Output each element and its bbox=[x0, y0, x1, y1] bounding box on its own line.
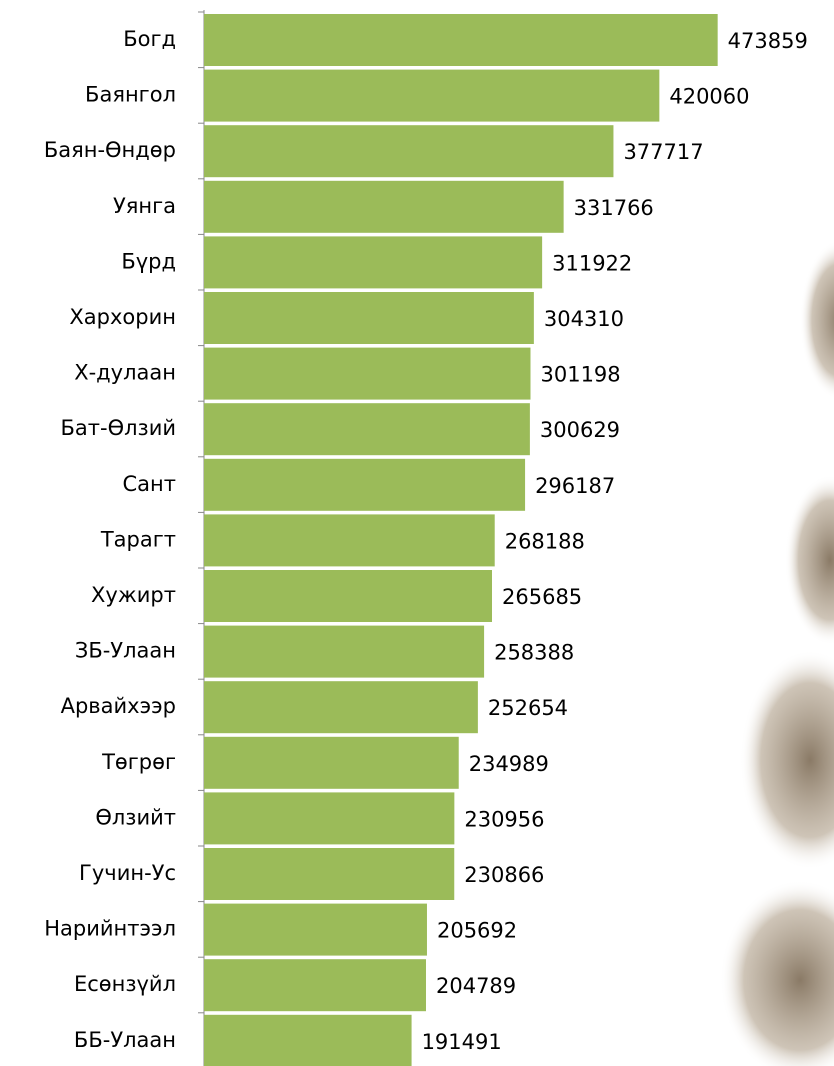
category-label: Хархорин bbox=[69, 305, 176, 329]
category-label: Тарагт bbox=[100, 527, 176, 551]
value-label: 311922 bbox=[552, 251, 632, 275]
chart: Богд 473859 Баянгол 420060 Баян-Өндөр 377717 У… bbox=[0, 0, 834, 1066]
bar bbox=[204, 570, 492, 622]
value-label: 191491 bbox=[422, 1030, 502, 1054]
bar bbox=[204, 292, 534, 344]
category-label: Бат-Өлзий bbox=[61, 416, 177, 440]
value-label: 420060 bbox=[669, 85, 749, 109]
category-label: Х-дулаан bbox=[74, 361, 176, 385]
bar bbox=[204, 514, 495, 566]
background-photos bbox=[720, 240, 834, 1066]
category-label: ББ-Улаан bbox=[74, 1028, 176, 1052]
bar bbox=[204, 626, 484, 678]
category-label: Баянгол bbox=[85, 83, 176, 107]
category-label: ЗБ-Улаан bbox=[75, 639, 176, 663]
category-label: Есөнзүйл bbox=[74, 972, 176, 996]
value-label: 300629 bbox=[540, 418, 620, 442]
bar bbox=[204, 348, 530, 400]
value-label: 252654 bbox=[488, 696, 568, 720]
value-label: 296187 bbox=[535, 474, 615, 498]
value-label: 265685 bbox=[502, 585, 582, 609]
bar bbox=[204, 681, 478, 733]
bar bbox=[204, 125, 613, 177]
bar bbox=[204, 403, 530, 455]
value-label: 234989 bbox=[469, 752, 549, 776]
category-label: Богд bbox=[123, 27, 176, 51]
bar bbox=[204, 181, 564, 233]
value-label: 204789 bbox=[436, 974, 516, 998]
value-label: 230956 bbox=[464, 807, 544, 831]
category-label: Бүрд bbox=[121, 249, 176, 273]
bar bbox=[204, 848, 454, 900]
value-label: 377717 bbox=[623, 140, 703, 164]
value-label: 205692 bbox=[437, 919, 517, 943]
category-label: Гучин-Ус bbox=[79, 861, 176, 885]
value-label: 301198 bbox=[540, 363, 620, 387]
bar bbox=[204, 14, 718, 66]
category-label: Нарийнтээл bbox=[44, 917, 176, 941]
bar bbox=[204, 236, 542, 288]
value-label: 268188 bbox=[505, 529, 585, 553]
category-label: Өлзийт bbox=[95, 805, 176, 829]
value-label: 304310 bbox=[544, 307, 624, 331]
bar bbox=[204, 737, 459, 789]
bar bbox=[204, 792, 454, 844]
value-label: 230866 bbox=[464, 863, 544, 887]
value-label: 473859 bbox=[728, 29, 808, 53]
bar bbox=[204, 459, 525, 511]
value-label: 331766 bbox=[574, 196, 654, 220]
category-label: Уянга bbox=[113, 194, 176, 218]
category-label: Арвайхээр bbox=[61, 694, 176, 718]
bar bbox=[204, 1015, 412, 1066]
category-label: Баян-Өндөр bbox=[44, 138, 176, 162]
category-label: Сант bbox=[123, 472, 177, 496]
bar bbox=[204, 959, 426, 1011]
value-label: 258388 bbox=[494, 641, 574, 665]
category-label: Хужирт bbox=[91, 583, 176, 607]
bar bbox=[204, 70, 659, 122]
bar bbox=[204, 904, 427, 956]
category-label: Төгрөг bbox=[101, 750, 176, 774]
